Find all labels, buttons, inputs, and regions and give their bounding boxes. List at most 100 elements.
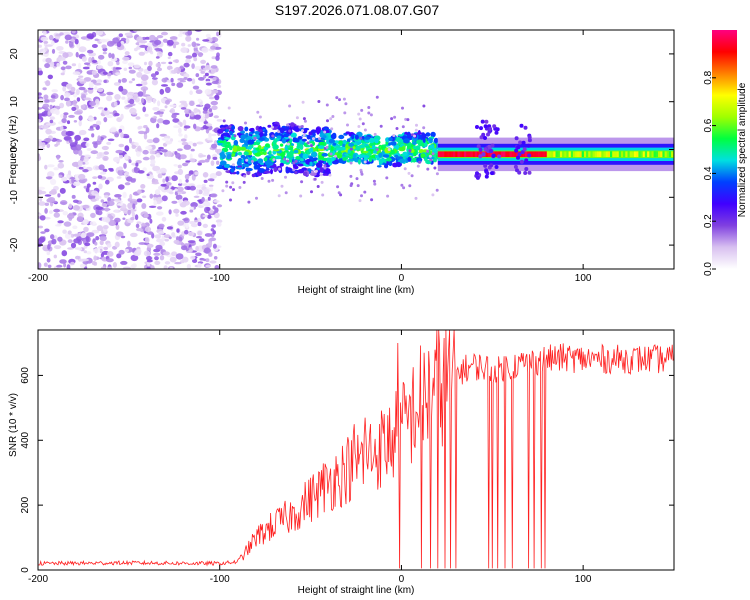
heatmap-cell [89,101,97,106]
heatmap-cell [422,104,426,108]
heatmap-cell [285,126,290,130]
heatmap-cell [501,151,504,158]
heatmap-cell [496,151,499,158]
heatmap-cell [82,204,90,209]
heatmap-cell [362,150,369,154]
heatmap-cell [159,88,165,95]
heatmap-cell [175,194,183,201]
heatmap-cell [99,235,107,242]
heatmap-cell [157,173,163,179]
heatmap-cell [150,159,156,165]
heatmap-cell [181,42,186,47]
heatmap-cell [138,51,145,56]
heatmap-cell [170,108,175,114]
heatmap-cell [107,213,112,218]
heatmap-cell [395,161,403,168]
heatmap-cell [202,110,208,114]
heatmap-cell [485,151,489,158]
heatmap-cell [91,190,99,196]
heatmap-cell [136,71,143,78]
heatmap-cell [157,67,162,72]
heatmap-cell [369,113,373,117]
heatmap-cell [208,252,213,257]
heatmap-cell [243,151,249,156]
heatmap-cell [588,151,591,158]
heatmap-cell [86,33,95,39]
heatmap-cell [99,38,107,43]
heatmap-cell [59,187,66,194]
heatmap-cell [101,145,109,151]
heatmap-cell [183,144,192,150]
heatmap-cell [668,151,672,158]
heatmap-cell [177,127,182,134]
heatmap-cell [475,171,479,176]
heatmap-cell [263,157,268,162]
heatmap-cell [143,82,148,85]
y-tick-label: 0 [9,146,20,152]
heatmap-cell [139,40,148,44]
chart-title: S197.2026.071.08.07.G07 [275,2,439,18]
heatmap-cell [488,126,493,131]
heatmap-cell [459,151,462,158]
heatmap-cell [118,143,125,148]
heatmap-cell [266,159,272,166]
y-tick-label: 0 [20,567,31,573]
heatmap-cell [272,158,276,162]
heatmap-cell [72,205,80,211]
heatmap-cell [203,179,208,183]
heatmap-cell [194,114,202,120]
heatmap-cell [205,140,213,143]
heatmap-cell [39,197,43,202]
heatmap-cell [293,126,300,132]
heatmap-cell [279,143,284,147]
heatmap-cell [480,119,485,124]
x-tick-label: -100 [210,574,230,585]
heatmap-cell [127,91,135,96]
heatmap-cell [169,191,174,195]
heatmap-cell [490,151,493,158]
heatmap-cell [153,116,158,119]
heatmap-cell [230,168,235,173]
heatmap-cell [497,154,502,159]
heatmap-cell [542,151,545,158]
heatmap-cell [175,152,181,159]
heatmap-cell [494,151,497,158]
heatmap-cell [357,112,361,116]
heatmap-cell [599,151,602,158]
heatmap-cell [59,32,64,36]
heatmap-cell [60,66,66,71]
heatmap-cell [209,173,217,179]
heatmap-cell [179,65,184,70]
heatmap-cell [205,258,210,263]
heatmap-cell [386,194,390,198]
heatmap-cell [213,115,219,119]
heatmap-cell [203,201,211,207]
heatmap-cell [226,141,231,145]
heatmap-cell [531,151,534,158]
heatmap-cell [308,147,314,153]
heatmap-cell [494,165,499,169]
heatmap-cell [342,97,346,101]
heatmap-cell [351,134,355,140]
heatmap-cell [54,143,58,147]
heatmap-cell [390,141,397,146]
heatmap-cell [44,216,51,220]
heatmap-cell [295,156,301,160]
heatmap-cell [66,120,71,125]
heatmap-cell [335,96,339,100]
heatmap-cell [523,125,528,130]
heatmap-cell [74,111,82,115]
heatmap-cell [655,151,659,158]
x-tick-label: 0 [399,574,405,585]
heatmap-cell [408,184,412,188]
heatmap-cell [78,129,87,136]
heatmap-cell [64,34,72,41]
heatmap-cell [651,151,654,158]
heatmap-cell [455,151,458,158]
heatmap-cell [221,189,225,193]
heatmap-cell [210,45,216,50]
heatmap-cell [53,254,57,259]
heatmap-cell [53,208,60,213]
heatmap-cell [129,98,135,105]
heatmap-cell [62,211,68,216]
